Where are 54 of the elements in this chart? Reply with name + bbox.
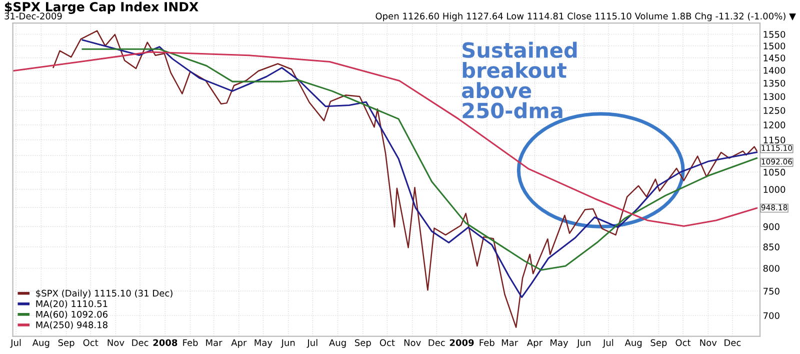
legend-label: $SPX (Daily) 1115.10 (31 Dec) — [36, 290, 172, 298]
y-tick-label: 1000 — [764, 186, 786, 193]
x-tick-label: Feb — [480, 339, 494, 346]
y-tick-label: 1350 — [764, 80, 786, 87]
x-tick-label: May — [550, 339, 568, 348]
x-tick-label: Aug — [32, 339, 50, 348]
x-tick-label: 2008 — [153, 339, 178, 346]
y-tick-label: 700 — [764, 312, 780, 320]
legend-label: MA(250) 948.18 — [36, 321, 108, 330]
x-tick-label: Sep — [58, 339, 74, 348]
y-tick-label: 1450 — [764, 54, 786, 62]
x-tick-label: Jul — [10, 339, 21, 348]
x-tick-label: Aug — [624, 339, 642, 348]
x-tick-label: Nov — [700, 339, 717, 346]
y-tick-label: 1550 — [764, 30, 786, 38]
x-tick-label: Mar — [206, 339, 222, 346]
x-tick-label: Aug — [329, 339, 346, 348]
y-tick-label: 750 — [764, 288, 780, 295]
x-tick-label: Jun — [280, 339, 295, 348]
x-tick-label: Jun — [576, 339, 590, 348]
x-tick-label: Mar — [502, 339, 518, 346]
y-tick-label: 1200 — [764, 122, 786, 128]
y-tick-label: 1500 — [764, 42, 786, 50]
x-tick-label: Nov — [404, 339, 421, 346]
annotation: Sustained breakout above 250-dma — [462, 42, 577, 118]
x-tick-label: Dec — [724, 339, 741, 346]
x-tick-label: Jul — [306, 339, 318, 348]
y-tick-label: 1300 — [764, 93, 786, 100]
x-tick-label: Feb — [183, 339, 198, 346]
x-tick-label: Jul — [602, 339, 614, 348]
chart-title: $SPX Large Cap Index INDX — [4, 2, 198, 14]
legend-label: MA(20) 1110.51 — [36, 300, 108, 308]
x-tick-label: Apr — [231, 339, 247, 348]
x-tick-label: Nov — [108, 339, 124, 346]
x-tick-label: Oct — [83, 339, 98, 346]
x-tick-label: Dec — [132, 339, 148, 346]
chart-subtitle: 31-Dec-2009 — [4, 12, 62, 20]
y-tick-label: 1400 — [764, 66, 786, 74]
x-tick-label: Dec — [428, 339, 445, 346]
x-tick-label: 2009 — [450, 339, 474, 346]
x-tick-label: Oct — [380, 339, 395, 346]
y-tick-label: 1150 — [764, 136, 786, 144]
y-tick-label: 1250 — [764, 107, 786, 114]
legend-label: MA(60) 1092.06 — [36, 310, 108, 319]
x-tick-label: Sep — [650, 339, 667, 348]
y-tick-label: 800 — [763, 264, 780, 272]
x-tick-label: Sep — [354, 339, 371, 348]
text: Open 1126.60 High 1127.64 Low 1114.81 Close 1115.10 Volume 1.8B Chg -11.32 (-1.00%) ▼ — [376, 12, 796, 22]
x-tick-label: Oct — [676, 339, 691, 346]
x-tick-label: May — [254, 339, 272, 348]
y-tick-label: 1050 — [764, 168, 786, 176]
x-tick-label: Apr — [526, 339, 543, 348]
y-tick-label: 900 — [763, 223, 780, 230]
y-tick-label: 850 — [763, 244, 780, 250]
